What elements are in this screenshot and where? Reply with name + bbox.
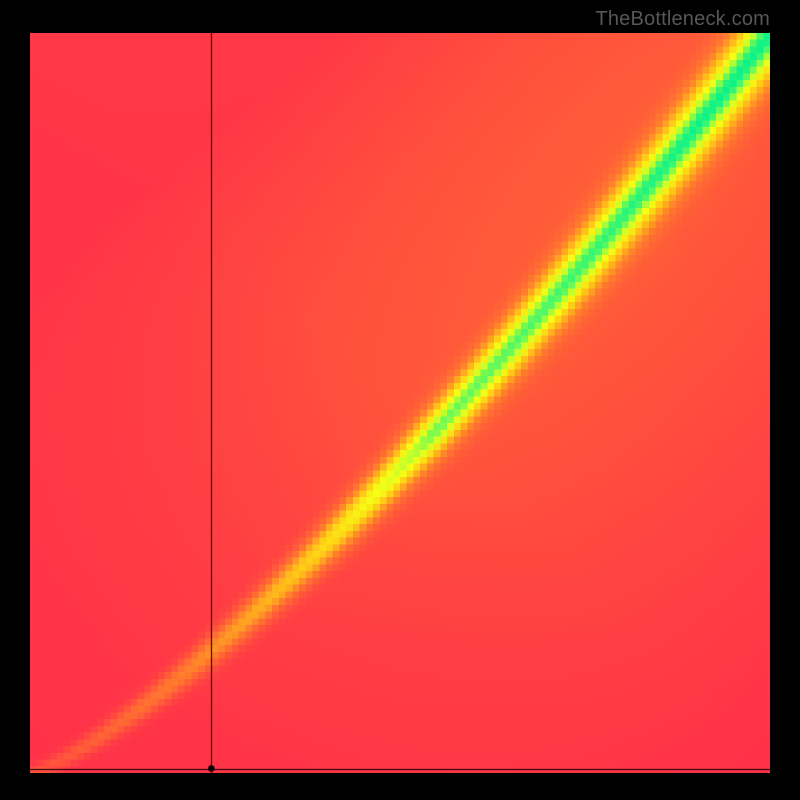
watermark-text: TheBottleneck.com: [595, 8, 770, 31]
bottleneck-heatmap: [30, 33, 770, 773]
heatmap-canvas: [30, 33, 770, 773]
